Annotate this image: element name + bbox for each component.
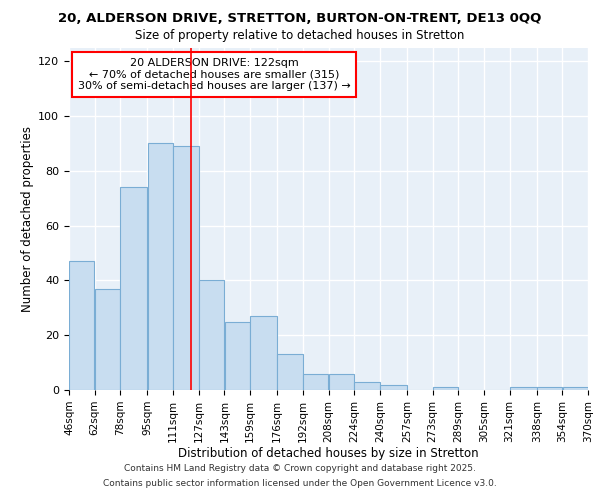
Bar bbox=[148, 144, 173, 390]
Bar bbox=[224, 322, 250, 390]
Y-axis label: Number of detached properties: Number of detached properties bbox=[21, 126, 34, 312]
Bar bbox=[537, 388, 562, 390]
Bar bbox=[95, 288, 120, 390]
Bar bbox=[355, 382, 380, 390]
Text: Size of property relative to detached houses in Stretton: Size of property relative to detached ho… bbox=[136, 29, 464, 42]
Bar bbox=[277, 354, 302, 390]
Bar bbox=[250, 316, 277, 390]
Bar bbox=[433, 388, 458, 390]
Text: 20 ALDERSON DRIVE: 122sqm
← 70% of detached houses are smaller (315)
30% of semi: 20 ALDERSON DRIVE: 122sqm ← 70% of detac… bbox=[78, 58, 350, 91]
X-axis label: Distribution of detached houses by size in Stretton: Distribution of detached houses by size … bbox=[178, 448, 479, 460]
Text: 20, ALDERSON DRIVE, STRETTON, BURTON-ON-TRENT, DE13 0QQ: 20, ALDERSON DRIVE, STRETTON, BURTON-ON-… bbox=[58, 12, 542, 26]
Bar bbox=[380, 384, 407, 390]
Bar bbox=[329, 374, 354, 390]
Bar bbox=[199, 280, 224, 390]
Bar bbox=[121, 187, 147, 390]
Bar bbox=[563, 388, 588, 390]
Text: Contains HM Land Registry data © Crown copyright and database right 2025.: Contains HM Land Registry data © Crown c… bbox=[124, 464, 476, 473]
Text: Contains public sector information licensed under the Open Government Licence v3: Contains public sector information licen… bbox=[103, 478, 497, 488]
Bar bbox=[69, 261, 94, 390]
Bar bbox=[173, 146, 199, 390]
Bar bbox=[510, 388, 536, 390]
Bar bbox=[303, 374, 328, 390]
